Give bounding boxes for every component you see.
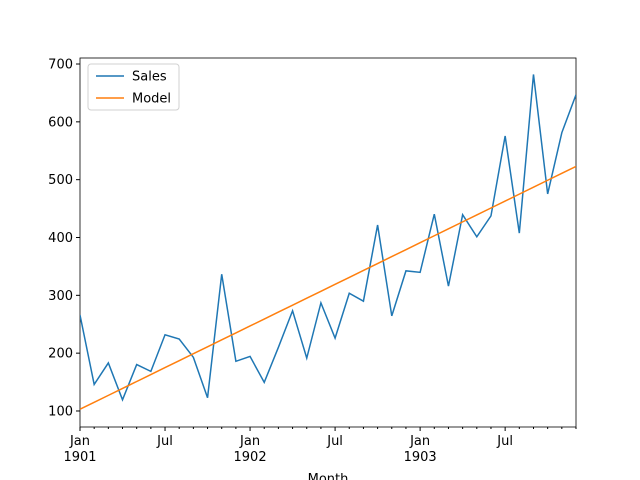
x-tick-label: Jan 1903 [403, 434, 437, 465]
legend-label: Model [132, 92, 171, 107]
plot-area [79, 57, 577, 428]
y-tick-label: 200 [48, 347, 73, 362]
line-0 [80, 74, 576, 402]
y-tick-label: 500 [48, 173, 73, 188]
y-tick-label: 300 [48, 289, 73, 304]
y-tick-label: 700 [48, 58, 73, 73]
line-1 [80, 165, 576, 410]
y-tick-label: 600 [48, 115, 73, 130]
x-tick-label: Jan 1901 [63, 434, 97, 465]
x-tick-label: Jul [327, 434, 343, 449]
x-tick-label: Jan 1902 [233, 434, 267, 465]
legend-label: Sales [132, 70, 167, 85]
x-tick-label: Jul [157, 434, 173, 449]
y-tick-label: 400 [48, 231, 73, 246]
x-axis-label: Month [308, 472, 349, 480]
x-tick-label: Jul [497, 434, 513, 449]
y-tick-label: 100 [48, 404, 73, 419]
